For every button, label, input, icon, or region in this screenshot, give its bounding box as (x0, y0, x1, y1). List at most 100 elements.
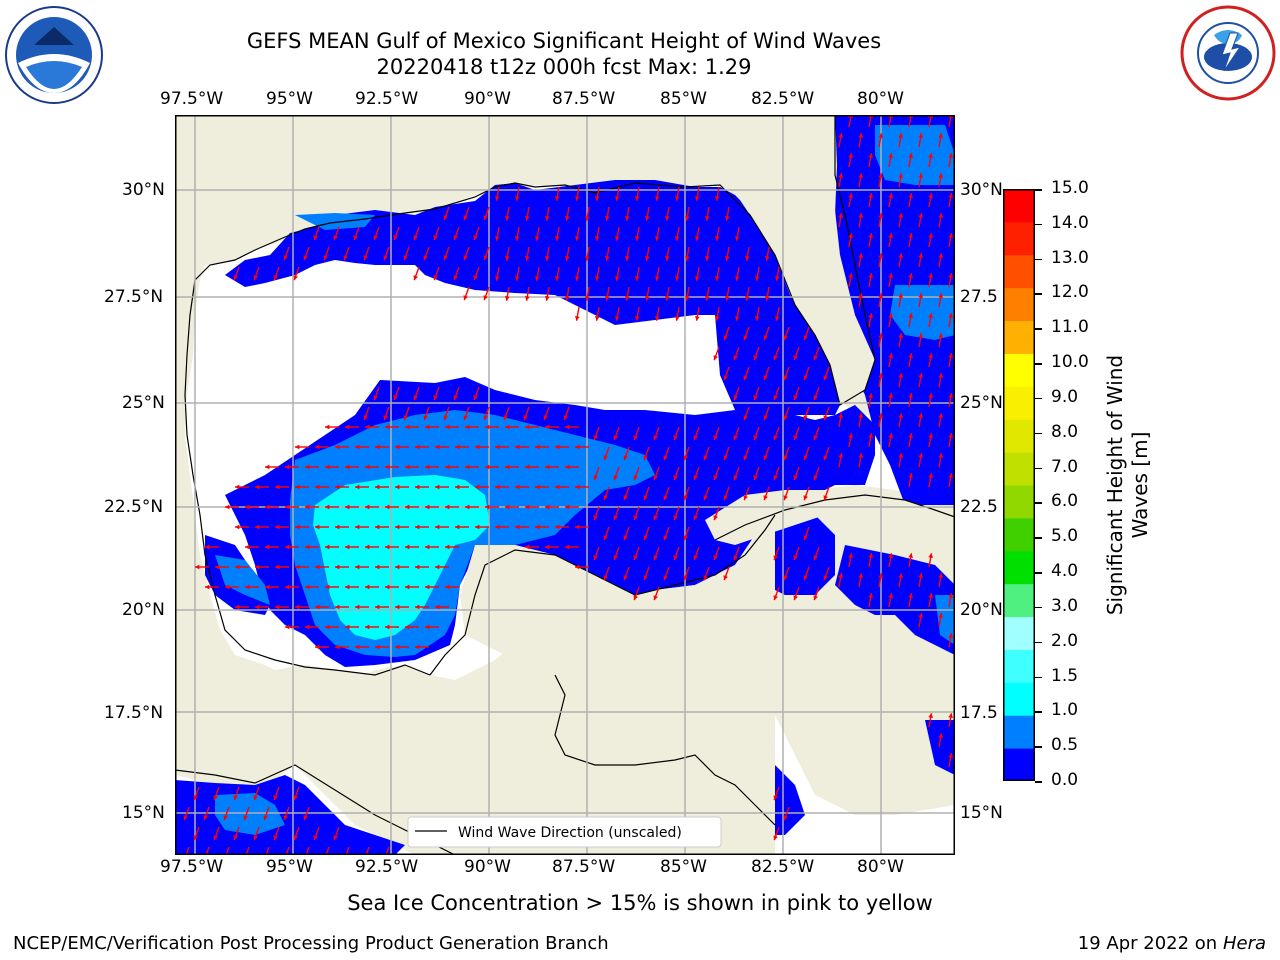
wave-direction-arrowhead (773, 355, 778, 361)
map-frame (175, 115, 955, 855)
mexico-south-land (175, 665, 425, 775)
colorbar-tick-label: 11.0 (1051, 317, 1089, 338)
wave-direction-arrowhead (315, 444, 320, 450)
colorbar-segment (1003, 583, 1035, 618)
colorbar-segment (1003, 320, 1035, 354)
wave-direction-arrowhead (753, 355, 758, 361)
wave-direction-arrowhead (435, 604, 440, 610)
wave-direction-arrowhead (213, 835, 218, 841)
lat-tick-label: 17.5 (960, 703, 998, 723)
wave-direction-arrowhead (305, 624, 310, 630)
wave-direction-arrowhead (315, 644, 320, 650)
wave-direction-arrowhead (938, 413, 944, 418)
lat-tick-label: 27.5 (960, 287, 998, 307)
lon-tick-label: 82.5°W (751, 89, 815, 109)
wave-direction-arrowhead (823, 495, 828, 501)
colorbar-segment (1003, 221, 1035, 256)
wave-direction-arrowhead (733, 395, 738, 401)
wave-direction-arrowhead (703, 455, 708, 461)
colorbar-tick-mark (1035, 223, 1042, 226)
wave-direction-arrowhead (355, 604, 360, 610)
wave-direction-arrowhead (918, 293, 924, 298)
wave-direction-arrowhead (813, 595, 818, 601)
wave-direction-arrowhead (403, 255, 408, 261)
wave-direction-arrowhead (948, 233, 954, 238)
wave-direction-arrowhead (594, 236, 600, 241)
wave-direction-arrowhead (948, 433, 954, 438)
wave-direction-arrowhead (415, 604, 420, 610)
wave-direction-arrowhead (928, 473, 934, 478)
wave-direction-arrowhead (908, 153, 914, 158)
wave-direction-arrowhead (684, 296, 690, 301)
wave-direction-arrowhead (355, 484, 360, 490)
wave-direction-arrowhead (693, 555, 698, 561)
lon-tick-label: 95°W (266, 89, 313, 109)
wave-direction-arrowhead (443, 255, 448, 261)
wave-direction-arrowhead (948, 473, 954, 478)
wave-direction-arrowhead (423, 415, 428, 421)
colorbar-tick-label: 9.0 (1051, 386, 1079, 407)
wave-direction-arrowhead (193, 835, 198, 841)
wave-direction-arrowhead (664, 216, 670, 221)
wave-direction-arrowhead (724, 256, 730, 261)
wave-direction-arrowhead (848, 553, 854, 558)
wave-direction-arrowhead (305, 584, 310, 590)
wave-direction-arrowhead (938, 333, 944, 338)
wave-direction-arrowhead (225, 584, 230, 590)
wave-direction-arrowhead (624, 296, 630, 301)
wave-direction-arrowhead (858, 133, 864, 138)
wave-direction-arrowhead (423, 255, 428, 261)
wave-direction-arrowhead (305, 464, 310, 470)
colorbar-tick-mark (1035, 189, 1042, 191)
wave-direction-arrowhead (793, 475, 798, 481)
wave-direction-arrowhead (335, 644, 340, 650)
wave-direction-arrowhead (734, 276, 740, 281)
wave-direction-arrowhead (694, 316, 700, 321)
wave-direction-arrowhead (383, 255, 388, 261)
wave-direction-arrowhead (783, 335, 788, 341)
wave-direction-arrowhead (345, 464, 350, 470)
wave-direction-arrowhead (313, 835, 318, 841)
wave-direction-arrowhead (514, 196, 520, 201)
wave-direction-arrowhead (365, 424, 370, 430)
wave-direction-arrowhead (363, 255, 368, 261)
wave-direction-arrowhead (743, 415, 748, 421)
colorbar-segment (1003, 748, 1035, 781)
wave-direction-arrowhead (763, 455, 768, 461)
chart-title-line1: GEFS MEAN Gulf of Mexico Significant Hei… (246, 29, 882, 53)
wave-direction-arrowhead (335, 524, 340, 530)
wave-direction-arrowhead (693, 435, 698, 441)
wave-direction-arrowhead (405, 424, 410, 430)
wave-direction-arrowhead (908, 433, 914, 438)
wave-direction-arrowhead (898, 573, 904, 578)
wave-direction-arrowhead (928, 153, 934, 158)
wave-direction-arrowhead (563, 415, 568, 421)
wave-direction-arrowhead (375, 444, 380, 450)
wave-direction-arrowhead (743, 455, 748, 461)
wave-direction-arrowhead (555, 444, 560, 450)
wave-direction-arrowhead (255, 564, 260, 570)
wave-direction-arrowhead (664, 296, 670, 301)
wave-direction-arrowhead (928, 193, 934, 198)
wave-direction-arrowhead (673, 435, 678, 441)
wave-direction-arrowhead (593, 515, 598, 521)
nws-logo-icon (1180, 5, 1276, 101)
wave-direction-arrowhead (654, 236, 660, 241)
wave-direction-arrowhead (525, 504, 530, 510)
wave-direction-arrowhead (413, 275, 418, 281)
wave-direction-arrowhead (263, 815, 268, 821)
wave-direction-arrowhead (205, 584, 210, 590)
wave-direction-arrowhead (673, 555, 678, 561)
wave-direction-arrowhead (295, 484, 300, 490)
wave-direction-arrowhead (525, 424, 530, 430)
wave-direction-arrowhead (918, 613, 924, 618)
wave-direction-arrowhead (303, 255, 308, 261)
wave-direction-arrowhead (245, 544, 250, 550)
wave-direction-arrowhead (653, 435, 658, 441)
wave-direction-arrowhead (774, 276, 780, 281)
wave-direction-arrowhead (908, 353, 914, 358)
wave-direction-arrowhead (593, 475, 598, 481)
wave-direction-arrowhead (604, 256, 610, 261)
wave-direction-arrowhead (525, 464, 530, 470)
wave-direction-arrowhead (203, 815, 208, 821)
